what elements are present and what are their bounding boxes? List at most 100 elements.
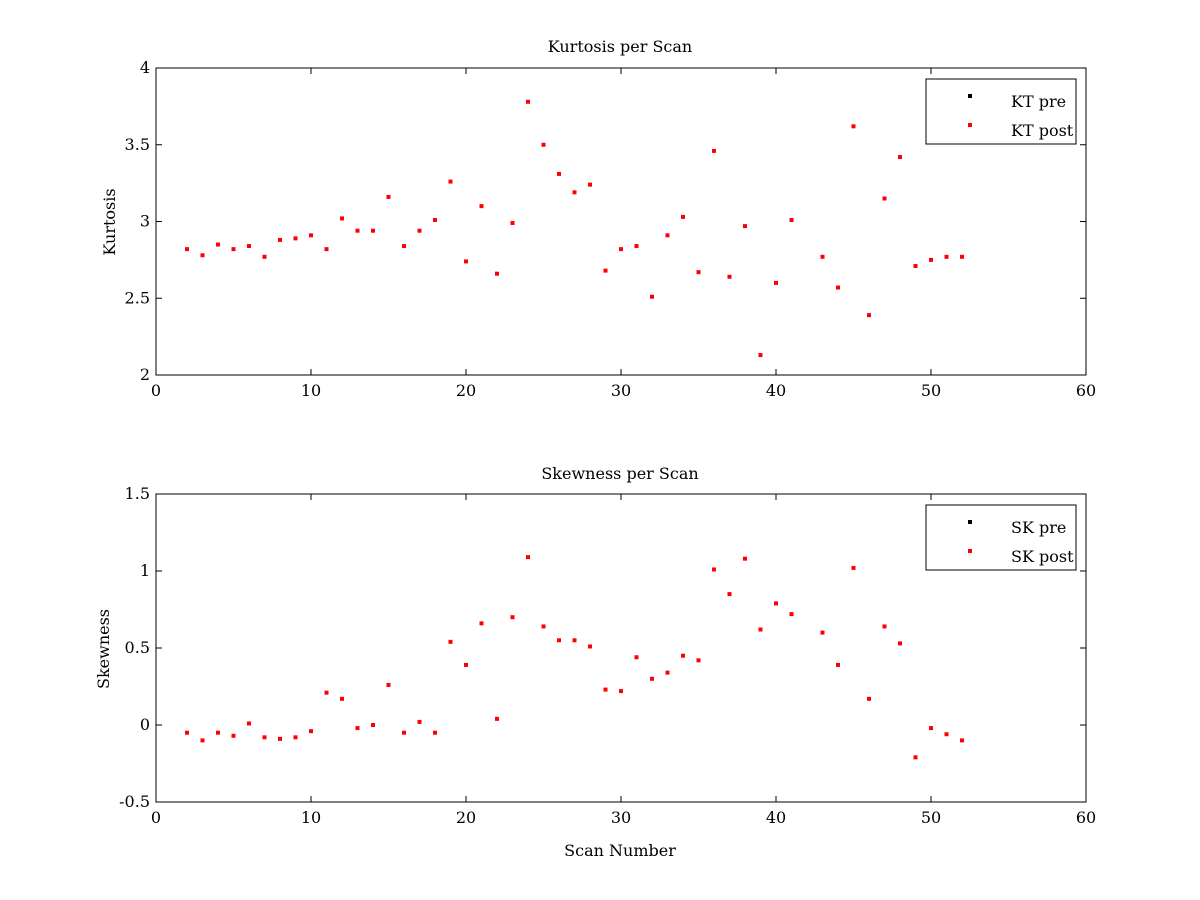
x-tick-label: 30 [611, 381, 631, 400]
data-point [479, 621, 484, 626]
legend: SK pre SK post [925, 504, 1077, 571]
y-tick-label: 0 [140, 715, 150, 734]
data-point [851, 565, 856, 570]
data-point [944, 732, 949, 737]
data-point [185, 247, 189, 252]
data-point [944, 254, 949, 259]
data-point [433, 730, 437, 735]
ticks: 0 10 20 30 40 50 60-0.500.511.5 [119, 484, 1096, 827]
y-axis-title: Skewness [94, 609, 113, 689]
data-point [882, 196, 887, 201]
x-tick-label: 60 [1076, 808, 1096, 827]
x-tick-label: 10 [301, 808, 321, 827]
data-point [774, 601, 778, 606]
data-point [820, 254, 825, 259]
data-point [836, 662, 840, 667]
x-tick-label: 0 [151, 381, 161, 400]
data-point [464, 259, 468, 264]
data-point [526, 99, 530, 104]
data-point [557, 638, 561, 643]
x-tick-label: 40 [766, 808, 786, 827]
data-point [913, 755, 918, 760]
data-point [448, 179, 453, 184]
data-point [681, 653, 685, 658]
data-point [696, 658, 701, 663]
data-point [712, 567, 716, 572]
data-point [712, 148, 716, 153]
x-tick-label: 30 [611, 808, 631, 827]
data-point [231, 733, 236, 738]
legend-label-pre: SK pre [1011, 518, 1066, 537]
data-point [867, 696, 871, 701]
data-point [247, 244, 251, 249]
data-point [386, 682, 391, 687]
legend-label-post: KT post [1011, 121, 1074, 140]
legend-label-post: SK post [1011, 547, 1074, 566]
data-point [216, 730, 220, 735]
data-point [386, 194, 391, 199]
data-point [433, 217, 437, 222]
data-point [650, 676, 654, 681]
data-point [650, 294, 654, 299]
data-point [293, 735, 298, 740]
legend-marker-post [968, 123, 972, 127]
data-point [324, 247, 329, 252]
data-point [340, 696, 344, 701]
data-points [185, 99, 964, 358]
data-point [247, 721, 251, 726]
data-point [464, 662, 468, 667]
data-point [727, 274, 732, 279]
data-point [588, 182, 592, 187]
data-point [541, 142, 546, 147]
data-point [851, 124, 856, 129]
data-point [495, 271, 499, 276]
data-point [774, 280, 778, 285]
data-point [309, 729, 313, 734]
data-point [402, 730, 406, 735]
data-point [882, 624, 887, 629]
data-point [371, 228, 375, 233]
data-point [185, 730, 189, 735]
data-point [898, 155, 902, 160]
x-tick-label: 40 [766, 381, 786, 400]
data-point [867, 313, 871, 318]
data-point [898, 641, 902, 646]
data-point [929, 257, 933, 262]
data-point [231, 247, 236, 252]
y-axis-title: Kurtosis [100, 188, 119, 255]
data-point [743, 224, 747, 229]
x-tick-label: 20 [456, 808, 476, 827]
data-point [696, 270, 701, 275]
data-point [355, 726, 360, 731]
data-point [479, 204, 484, 209]
data-point [417, 228, 422, 233]
legend-label-pre: KT pre [1011, 92, 1066, 111]
x-axis-title: Scan Number [564, 841, 676, 860]
data-point [448, 639, 453, 644]
data-point [789, 612, 794, 617]
data-point [200, 253, 205, 258]
data-point [526, 555, 530, 560]
y-tick-label: -0.5 [119, 792, 150, 811]
y-tick-label: 4 [140, 58, 150, 77]
data-point [789, 217, 794, 222]
data-point [510, 221, 515, 226]
legend-marker-post [968, 549, 972, 553]
data-point [495, 716, 499, 721]
y-tick-label: 2 [140, 365, 150, 384]
data-point [758, 353, 763, 358]
y-tick-label: 3.5 [125, 135, 150, 154]
data-point [836, 285, 840, 290]
data-point [216, 242, 220, 247]
data-point [278, 736, 282, 741]
x-tick-label: 20 [456, 381, 476, 400]
y-tick-label: 2.5 [125, 288, 150, 307]
data-point [634, 655, 639, 660]
data-point [929, 726, 933, 731]
data-point [681, 214, 685, 219]
kurtosis-chart: Kurtosis per Scan 0 10 20 30 40 50 60 2 2.5 3 3.5 4… [100, 37, 1096, 400]
data-point [340, 216, 344, 221]
data-point [665, 670, 670, 675]
data-point [743, 556, 747, 561]
data-point [402, 244, 406, 249]
